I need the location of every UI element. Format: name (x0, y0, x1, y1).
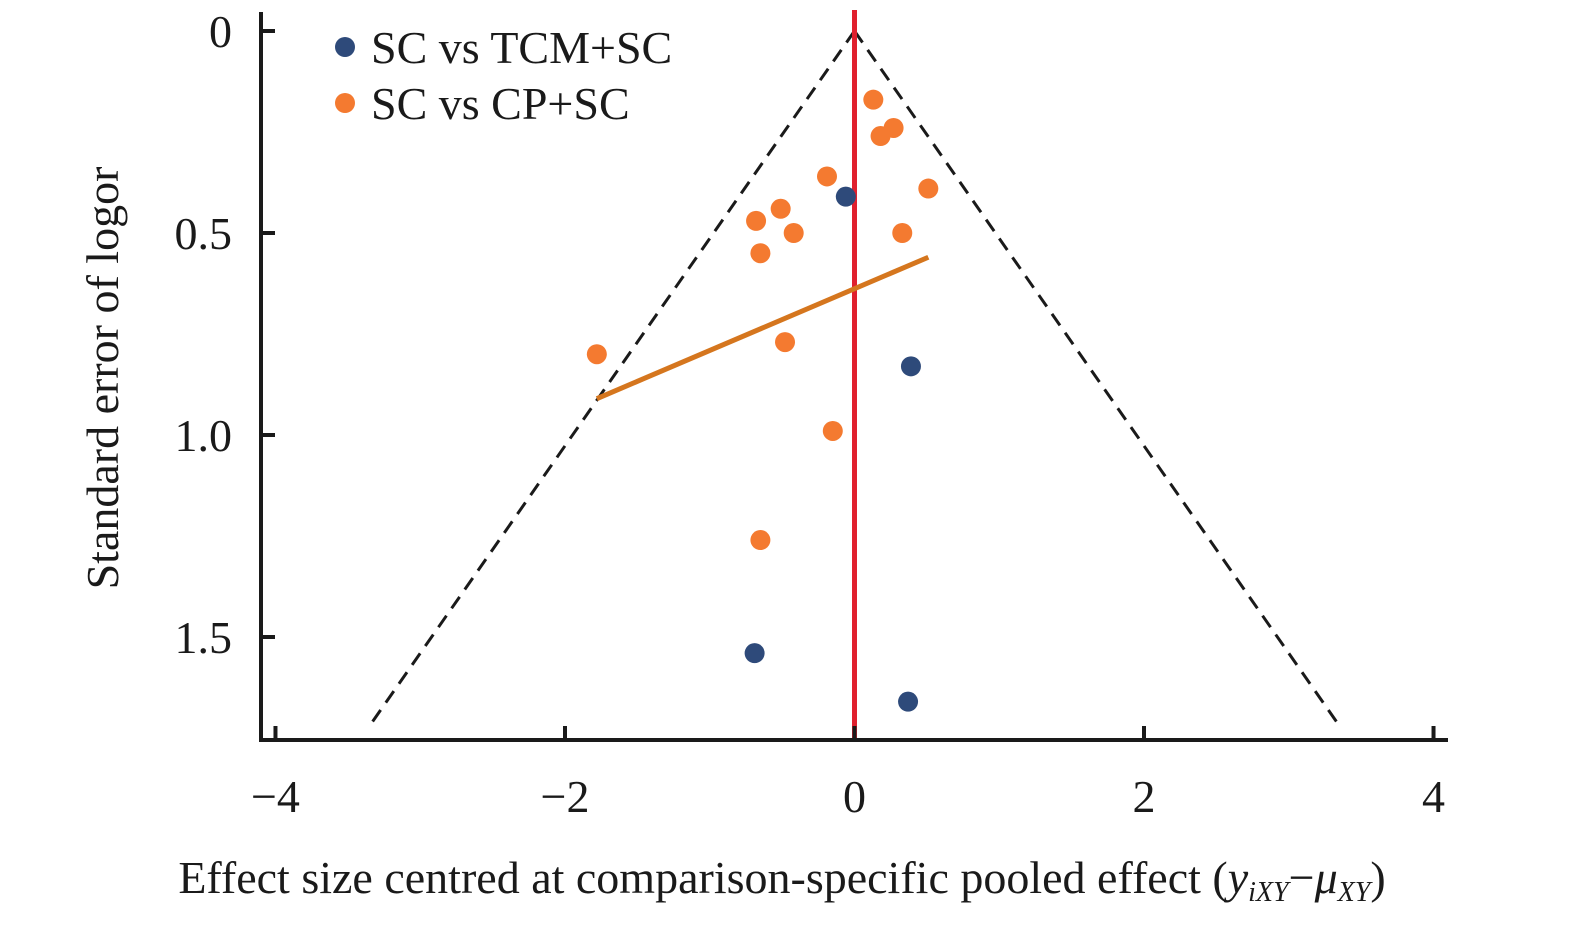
x-axis-label-dash: − (1289, 852, 1315, 903)
data-point-series-0-3 (898, 691, 919, 712)
funnel-left-line (368, 30, 856, 727)
x-axis-label-prefix: Effect size centred at comparison-specif… (178, 852, 1227, 903)
data-point-series-1-5 (770, 198, 791, 219)
data-point-series-1-4 (918, 178, 939, 199)
data-point-series-1-6 (746, 210, 767, 231)
data-point-series-1-3 (816, 166, 837, 187)
x-tick-label-2: 0 (843, 771, 866, 822)
x-axis-label-mu-subscript: XY (1337, 877, 1374, 908)
x-tick-label-3: 2 (1133, 771, 1156, 822)
funnel-right-line (853, 30, 1341, 727)
data-point-series-1-8 (892, 223, 913, 243)
data-point-series-1-2 (870, 126, 891, 147)
y-tick-label-2: 1.0 (175, 410, 233, 461)
data-point-series-1-0 (863, 89, 884, 110)
x-tick-label-0: −4 (251, 771, 300, 822)
data-point-series-0-1 (900, 356, 921, 377)
data-point-series-1-7 (783, 223, 804, 243)
x-axis-label: Effect size centred at comparison-specif… (178, 852, 1385, 908)
y-axis-label: Standard error of logor (77, 167, 128, 590)
y-tick-label-0: 0 (209, 6, 232, 57)
legend-label-1: SC vs CP+SC (371, 78, 630, 129)
legend-label-0: SC vs TCM+SC (371, 22, 672, 73)
x-tick-label-1: −2 (541, 771, 590, 822)
data-point-series-1-13 (750, 530, 771, 551)
data-point-series-1-10 (586, 344, 607, 365)
x-axis-label-suffix: ) (1370, 852, 1385, 903)
y-tick-label-3: 1.5 (175, 612, 233, 663)
x-tick-label-4: 4 (1422, 771, 1445, 822)
x-axis-label-y-subscript: iXY (1248, 877, 1292, 908)
data-point-series-0-2 (744, 643, 765, 664)
y-tick-label-1: 0.5 (175, 208, 233, 259)
data-point-series-0-0 (835, 186, 856, 207)
x-axis-label-y: y (1224, 852, 1249, 903)
x-axis-label-mu: μ (1314, 852, 1338, 903)
data-point-series-1-9 (750, 243, 771, 264)
data-point-series-1-12 (822, 420, 843, 441)
legend-marker-1 (335, 93, 355, 113)
legend-marker-0 (335, 37, 355, 57)
axes: −4 −2 0 2 4 0 0.5 1.0 1.5 (175, 6, 1448, 822)
data-point-series-1-11 (775, 332, 796, 353)
regression-line (595, 254, 930, 401)
plot-area (368, 10, 1341, 740)
